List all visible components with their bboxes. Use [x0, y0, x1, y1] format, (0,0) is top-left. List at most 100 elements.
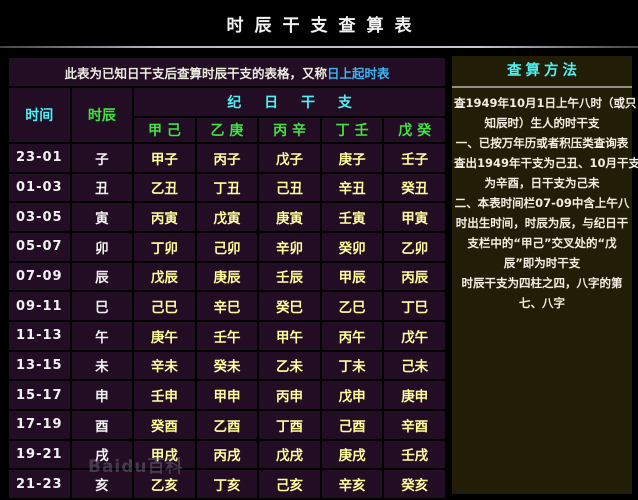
table-subtitle-row: 此表为已知日干支后查算时辰干支的表格，又称日上起时表 — [9, 58, 445, 86]
ganzhi-cell: 辛卯 — [259, 232, 320, 261]
col-header-shichen: 时辰 — [71, 88, 133, 142]
branch-cell: 戌 — [71, 440, 133, 469]
table-row: 23-01 子甲子 丙子 戊子 庚子 壬子 — [9, 144, 445, 172]
ganzhi-cell: 乙丑 — [134, 173, 195, 202]
ganzhi-cell: 丙子 — [196, 144, 258, 172]
branch-cell: 未 — [71, 351, 133, 380]
table-row: 21-23 亥乙亥 丁亥 己亥 辛亥 癸亥 — [9, 470, 445, 498]
time-cell: 11-13 — [9, 321, 70, 350]
method-body: 查1949年10月1日上午八时（或只 知辰时）生人的时干支 一、已按万年历或者积压类… — [452, 88, 638, 313]
ganzhi-cell: 丙寅 — [134, 203, 195, 231]
ganzhi-cell: 己酉 — [321, 410, 383, 439]
branch-cell: 寅 — [71, 203, 133, 231]
method-line: 时辰干支为四柱之四，八字的第 — [461, 276, 623, 290]
branch-cell: 申 — [71, 381, 133, 409]
col-header-stem-pair: 乙 庚 — [196, 118, 258, 142]
branch-cell: 丑 — [71, 173, 133, 202]
ganzhi-cell: 丁巳 — [384, 292, 445, 320]
ganzhi-cell: 辛未 — [134, 351, 195, 380]
ganzhi-cell: 辛巳 — [196, 292, 258, 320]
time-cell: 15-17 — [9, 381, 70, 409]
ganzhi-table: 此表为已知日干支后查算时辰干支的表格，又称日上起时表 时间 时辰 纪 日 干 支… — [7, 56, 447, 500]
time-cell: 05-07 — [9, 232, 70, 261]
ganzhi-cell: 壬子 — [384, 144, 445, 172]
table-row: 07-09 辰戊辰 庚辰 壬辰 甲辰 丙辰 — [9, 262, 445, 291]
time-cell: 07-09 — [9, 262, 70, 291]
branch-cell: 子 — [71, 144, 133, 172]
ganzhi-cell: 戊申 — [321, 381, 383, 409]
col-header-day-ganzhi: 纪 日 干 支 — [134, 88, 445, 116]
col-header-stem-pair: 戊 癸 — [384, 118, 445, 142]
subtitle-text: 此表为已知日干支后查算时辰干支的表格，又称 — [64, 65, 327, 81]
ganzhi-cell: 己卯 — [196, 232, 258, 261]
ganzhi-cell: 丙午 — [321, 321, 383, 350]
title-bar: 时辰干支查算表 — [0, 0, 638, 46]
table-row: 13-15 未辛未 癸未 乙未 丁未 己未 — [9, 351, 445, 380]
main-content: 此表为已知日干支后查算时辰干支的表格，又称日上起时表 时间 时辰 纪 日 干 支… — [0, 48, 638, 500]
ganzhi-cell: 壬辰 — [259, 262, 320, 291]
table-row: 11-13 午庚午 壬午 甲午 丙午 戊午 — [9, 321, 445, 350]
ganzhi-cell: 戊寅 — [196, 203, 258, 231]
ganzhi-cell: 丙申 — [259, 381, 320, 409]
ganzhi-cell: 乙酉 — [196, 410, 258, 439]
ganzhi-cell: 癸酉 — [134, 410, 195, 439]
ganzhi-cell: 丁未 — [321, 351, 383, 380]
table-row: 03-05 寅丙寅 戊寅 庚寅 壬寅 甲寅 — [9, 203, 445, 231]
time-cell: 21-23 — [9, 470, 70, 498]
branch-cell: 酉 — [71, 410, 133, 439]
ganzhi-cell: 乙卯 — [384, 232, 445, 261]
time-cell: 13-15 — [9, 351, 70, 380]
ganzhi-cell: 甲子 — [134, 144, 195, 172]
time-cell: 09-11 — [9, 292, 70, 320]
method-line: 二、本表时间栏07-09中含上午八 — [454, 196, 630, 210]
ganzhi-cell: 甲戌 — [134, 440, 195, 469]
method-line: 七、八字 — [519, 296, 565, 310]
ganzhi-cell: 庚寅 — [259, 203, 320, 231]
ganzhi-cell: 戊戌 — [259, 440, 320, 469]
ganzhi-cell: 乙巳 — [321, 292, 383, 320]
ganzhi-cell: 己未 — [384, 351, 445, 380]
ganzhi-cell: 己丑 — [259, 173, 320, 202]
ganzhi-cell: 丁卯 — [134, 232, 195, 261]
ganzhi-cell: 庚申 — [384, 381, 445, 409]
time-cell: 17-19 — [9, 410, 70, 439]
page-title: 时辰干支查算表 — [226, 15, 423, 36]
ganzhi-cell: 庚子 — [321, 144, 383, 172]
ganzhi-cell: 壬戌 — [384, 440, 445, 469]
ganzhi-cell: 丁亥 — [196, 470, 258, 498]
ganzhi-cell: 甲申 — [196, 381, 258, 409]
header-row-2: 甲 己 乙 庚 丙 辛 丁 壬 戊 癸 — [9, 118, 445, 142]
branch-cell: 卯 — [71, 232, 133, 261]
method-line: 支栏中的“甲己”交叉处的“戊 — [467, 236, 617, 250]
subtitle-highlight: 日上起时表 — [327, 65, 390, 81]
time-cell: 03-05 — [9, 203, 70, 231]
ganzhi-cell: 辛丑 — [321, 173, 383, 202]
method-line: 时出生时间，时辰为辰，与纪日干 — [455, 216, 629, 230]
table-row: 01-03 丑乙丑 丁丑 己丑 辛丑 癸丑 — [9, 173, 445, 202]
ganzhi-cell: 壬午 — [196, 321, 258, 350]
table-row: 17-19 酉癸酉 乙酉 丁酉 己酉 辛酉 — [9, 410, 445, 439]
title-divider — [0, 46, 638, 48]
ganzhi-cell: 辛亥 — [321, 470, 383, 498]
ganzhi-cell: 甲午 — [259, 321, 320, 350]
header-row-1: 时间 时辰 纪 日 干 支 — [9, 88, 445, 142]
ganzhi-cell: 戊子 — [259, 144, 320, 172]
method-line: 知辰时）生人的时干支 — [484, 116, 600, 130]
method-panel-title: 查算方法 — [452, 56, 632, 88]
col-header-stem-pair: 丙 辛 — [259, 118, 320, 142]
ganzhi-cell: 丙辰 — [384, 262, 445, 291]
ganzhi-cell: 壬寅 — [321, 203, 383, 231]
method-panel: 查算方法 查1949年10月1日上午八时（或只 知辰时）生人的时干支 一、已按万年历… — [452, 56, 638, 494]
branch-cell: 巳 — [71, 292, 133, 320]
ganzhi-cell: 癸丑 — [384, 173, 445, 202]
branch-cell: 辰 — [71, 262, 133, 291]
time-cell: 23-01 — [9, 144, 70, 172]
time-cell: 19-21 — [9, 440, 70, 469]
table-row: 15-17 申壬申 甲申 丙申 戊申 庚申 — [9, 381, 445, 409]
ganzhi-cell: 癸巳 — [259, 292, 320, 320]
ganzhi-cell: 辛酉 — [384, 410, 445, 439]
table-row: 19-21 戌甲戌 丙戌 戊戌 庚戌 壬戌 — [9, 440, 445, 469]
table-row: 05-07 卯丁卯 己卯 辛卯 癸卯 乙卯 — [9, 232, 445, 261]
ganzhi-cell: 癸卯 — [321, 232, 383, 261]
